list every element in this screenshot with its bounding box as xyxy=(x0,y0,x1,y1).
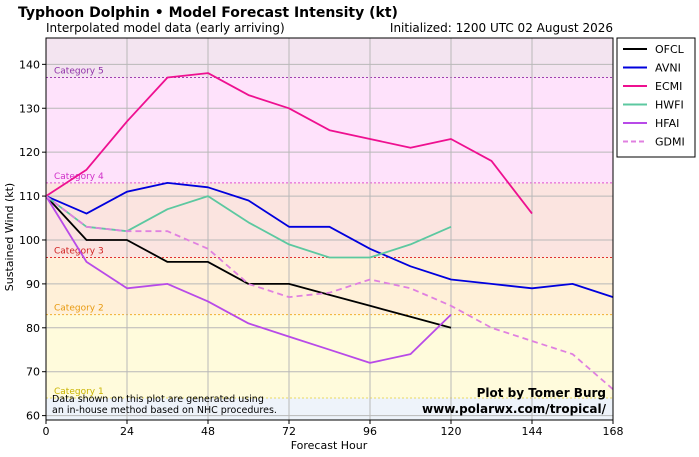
legend-label-ofcl: OFCL xyxy=(655,43,685,56)
y-tick-label-120: 120 xyxy=(19,146,40,159)
y-tick-label-110: 110 xyxy=(19,190,40,203)
x-axis-label: Forecast Hour xyxy=(291,439,368,452)
legend-label-hwfi: HWFI xyxy=(655,99,684,112)
legend-label-ecmi: ECMI xyxy=(655,80,682,93)
chart-title: Typhoon Dolphin • Model Forecast Intensi… xyxy=(18,5,398,21)
band-label-category-5: Category 5 xyxy=(54,67,104,77)
y-tick-label-80: 80 xyxy=(26,322,40,335)
y-axis-ticks: 60 70 80 90 100 110 120 130 140 xyxy=(19,58,46,423)
y-axis-label: Sustained Wind (kt) xyxy=(3,183,16,291)
series-avni xyxy=(45,181,614,298)
legend-label-hfai: HFAI xyxy=(655,117,679,130)
legend-label-gdmi: GDMI xyxy=(655,136,685,149)
x-tick-label-120: 120 xyxy=(441,425,462,438)
legend-box xyxy=(616,37,696,158)
credit: Plot by Tomer Burg www.polarwx.com/tropi… xyxy=(422,386,607,416)
init-time: Initialized: 1200 UTC 02 August 2026 xyxy=(390,21,613,35)
y-tick-label-70: 70 xyxy=(26,366,40,379)
band-below-cat1 xyxy=(46,398,613,420)
x-tick-label-96: 96 xyxy=(363,425,377,438)
x-tick-label-48: 48 xyxy=(201,425,215,438)
chart-subtitle: Interpolated model data (early arriving) xyxy=(46,21,285,35)
grid-lines xyxy=(45,38,614,420)
series-gdmi xyxy=(45,195,614,390)
x-tick-label-72: 72 xyxy=(282,425,296,438)
y-tick-label-140: 140 xyxy=(19,58,40,71)
band-category-1 xyxy=(46,314,613,399)
band-label-category-2: Category 2 xyxy=(54,304,104,314)
y-tick-label-90: 90 xyxy=(26,278,40,291)
series-ofcl xyxy=(45,195,452,329)
band-category-2 xyxy=(46,257,613,315)
x-tick-label-24: 24 xyxy=(120,425,134,438)
y-tick-label-130: 130 xyxy=(19,102,40,115)
credit-line-1: Plot by Tomer Burg xyxy=(477,386,606,400)
data-note: Data shown on this plot are generated us… xyxy=(52,394,277,416)
plot-frame xyxy=(45,37,614,421)
series-lines xyxy=(45,72,614,390)
band-label-category-4: Category 4 xyxy=(54,172,104,182)
series-ecmi xyxy=(45,72,533,215)
legend-label-avni: AVNI xyxy=(655,62,681,75)
band-label-category-3: Category 3 xyxy=(54,247,104,257)
credit-line-2: www.polarwx.com/tropical/ xyxy=(422,402,607,416)
x-tick-label-144: 144 xyxy=(522,425,543,438)
band-category-5 xyxy=(46,38,613,78)
band-category-3 xyxy=(46,182,613,258)
series-hfai xyxy=(45,195,452,364)
x-tick-label-0: 0 xyxy=(43,425,50,438)
x-axis-ticks: 0 24 48 72 96 120 144 168 xyxy=(43,420,624,438)
x-tick-label-168: 168 xyxy=(603,425,624,438)
legend: OFCL AVNI ECMI HWFI HFAI GDMI xyxy=(616,37,696,158)
note-line-1: Data shown on this plot are generated us… xyxy=(52,394,264,405)
band-label-category-1: Category 1 xyxy=(54,387,104,397)
y-tick-label-60: 60 xyxy=(26,410,40,423)
note-line-2: an in-house method based on NHC procedur… xyxy=(52,405,277,416)
series-hwfi xyxy=(45,195,452,259)
y-tick-label-100: 100 xyxy=(19,234,40,247)
